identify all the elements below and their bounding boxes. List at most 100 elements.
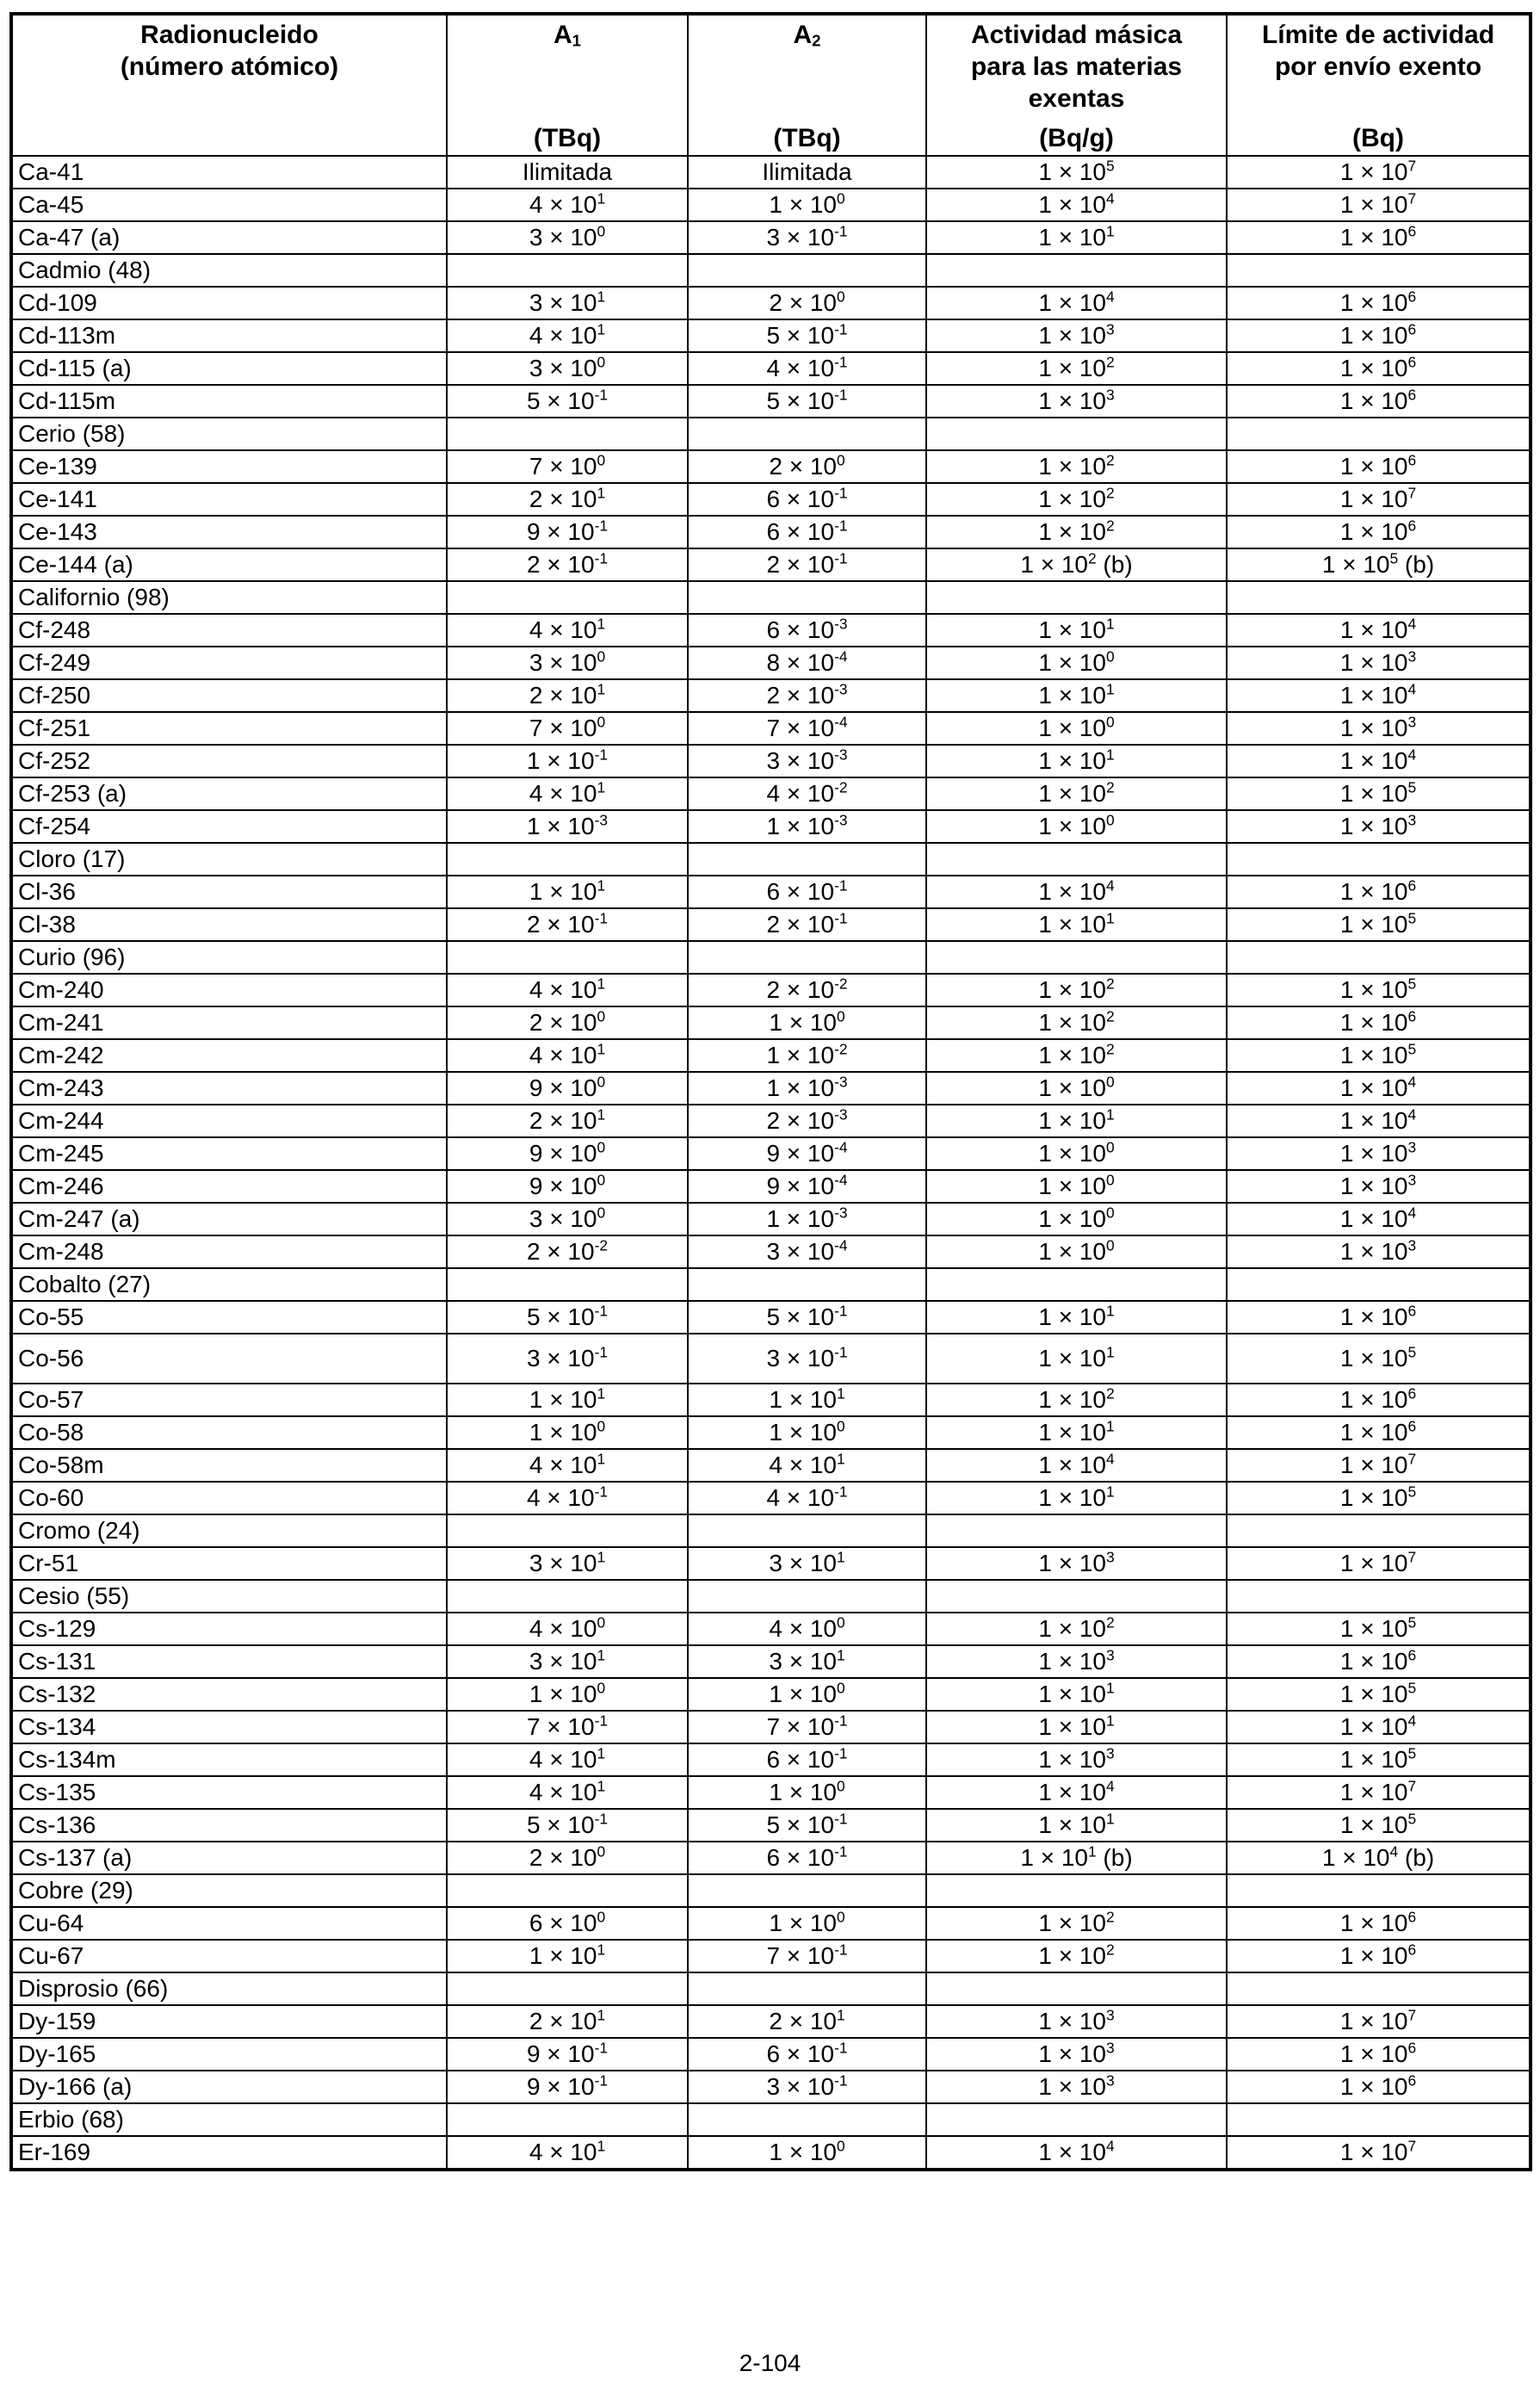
exponent: -1 bbox=[594, 1810, 609, 1828]
exponent: 0 bbox=[597, 353, 606, 371]
consignment-limit-cell: 1 × 106 bbox=[1226, 220, 1531, 255]
consignment-limit-cell: 1 × 107 bbox=[1226, 188, 1531, 222]
radionuclide-cell: Cm-248 bbox=[10, 1235, 448, 1269]
a1-cell: 3 × 101 bbox=[446, 1546, 689, 1581]
exponent: -1 bbox=[834, 1302, 848, 1320]
consignment-limit-cell bbox=[1226, 842, 1531, 876]
radionuclide-cell: Co-55 bbox=[10, 1300, 448, 1334]
table-row: Co-58m 4 × 101 4 × 101 1 × 104 1 × 107 bbox=[10, 1448, 1531, 1483]
mass-activity-cell bbox=[925, 253, 1228, 288]
mass-activity-cell: 1 × 102 bbox=[925, 449, 1228, 484]
exponent: 4 bbox=[1105, 2137, 1115, 2155]
mass-activity-cell: 1 × 102 (b) bbox=[925, 548, 1228, 582]
consignment-limit-cell: 1 × 103 bbox=[1226, 1169, 1531, 1204]
mass-activity-cell bbox=[925, 1972, 1228, 2006]
radionuclide-cell: Cr-51 bbox=[10, 1546, 448, 1581]
exponent: -1 bbox=[834, 909, 848, 927]
exponent: 0 bbox=[597, 451, 606, 469]
a2-cell: 3 × 10-4 bbox=[687, 1235, 927, 1269]
consignment-limit-cell: 1 × 107 bbox=[1226, 482, 1531, 517]
table-row: Cm-244 2 × 101 2 × 10-3 1 × 101 1 × 104 bbox=[10, 1104, 1531, 1138]
consignment-limit-cell: 1 × 106 bbox=[1226, 319, 1531, 353]
header-a1: A1 (TBq) bbox=[446, 13, 689, 157]
element-group-row: Disprosio (66) bbox=[10, 1972, 1531, 2006]
table-row: Cf-254 1 × 10-3 1 × 10-3 1 × 100 1 × 103 bbox=[10, 809, 1531, 844]
exponent: 0 bbox=[836, 1417, 845, 1435]
consignment-limit-cell: 1 × 107 bbox=[1226, 2135, 1531, 2170]
radionuclide-cell: Ce-143 bbox=[10, 515, 448, 549]
a1-cell: 2 × 100 bbox=[446, 1006, 689, 1040]
consignment-limit-cell: 1 × 104 bbox=[1226, 1104, 1531, 1138]
exponent: 1 bbox=[1105, 1679, 1115, 1697]
exponent: 6 bbox=[1407, 1007, 1417, 1025]
mass-activity-cell: 1 × 104 bbox=[925, 188, 1228, 222]
exponent: 0 bbox=[597, 1679, 606, 1697]
radionuclide-cell: Cf-253 (a) bbox=[10, 777, 448, 811]
exponent: 4 bbox=[1407, 1073, 1417, 1091]
exponent: 4 bbox=[1407, 1204, 1417, 1222]
table-row: Ca-41 Ilimitada Ilimitada 1 × 105 1 × 107 bbox=[10, 155, 1531, 189]
mass-activity-cell bbox=[925, 1579, 1228, 1613]
a2-cell: 1 × 100 bbox=[687, 1677, 927, 1712]
mass-activity-cell: 1 × 103 bbox=[925, 319, 1228, 353]
table-row: Ce-139 7 × 100 2 × 100 1 × 102 1 × 106 bbox=[10, 449, 1531, 484]
a2-cell: 6 × 10-1 bbox=[687, 1841, 927, 1875]
mass-activity-cell: 1 × 101 bbox=[925, 907, 1228, 942]
a1-cell: 4 × 10-1 bbox=[446, 1481, 689, 1515]
a2-cell: 2 × 100 bbox=[687, 449, 927, 484]
radionuclide-cell: Cromo (24) bbox=[10, 1514, 448, 1548]
mass-activity-cell: 1 × 102 bbox=[925, 1906, 1228, 1941]
exponent: 3 bbox=[1105, 1548, 1115, 1566]
element-group-row: Curio (96) bbox=[10, 940, 1531, 975]
exponent: 4 bbox=[1105, 1450, 1115, 1468]
radionuclide-cell: Co-60 bbox=[10, 1481, 448, 1515]
table-row: Dy-166 (a) 9 × 10-1 3 × 10-1 1 × 103 1 × 106 bbox=[10, 2070, 1531, 2104]
exponent: -1 bbox=[834, 222, 848, 240]
header-mass-activity-unit: (Bq/g) bbox=[1039, 124, 1114, 152]
consignment-limit-cell: 1 × 105 bbox=[1226, 1808, 1531, 1842]
mass-activity-cell: 1 × 101 bbox=[925, 1808, 1228, 1842]
a2-cell bbox=[687, 1873, 927, 1908]
consignment-limit-cell: 1 × 104 bbox=[1226, 613, 1531, 647]
radionuclide-cell: Cm-247 (a) bbox=[10, 1202, 448, 1236]
a2-cell: 5 × 10-1 bbox=[687, 384, 927, 418]
exponent: -3 bbox=[834, 1204, 848, 1222]
exponent: 0 bbox=[597, 1842, 606, 1861]
exponent: -2 bbox=[834, 778, 848, 796]
exponent: 0 bbox=[836, 1908, 845, 1926]
exponent: 2 bbox=[1105, 975, 1115, 993]
table-row: Co-60 4 × 10-1 4 × 10-1 1 × 101 1 × 105 bbox=[10, 1481, 1531, 1515]
exponent: -3 bbox=[834, 1105, 848, 1124]
exponent: 3 bbox=[1105, 1744, 1115, 1762]
exponent: 1 bbox=[597, 320, 606, 338]
exponent: -3 bbox=[834, 811, 848, 829]
mass-activity-cell: 1 × 100 bbox=[925, 1235, 1228, 1269]
a1-cell: 9 × 100 bbox=[446, 1136, 689, 1171]
header-consignment-limit-line2: por envío exento bbox=[1274, 53, 1482, 82]
consignment-limit-cell: 1 × 107 bbox=[1226, 1775, 1531, 1810]
mass-activity-cell: 1 × 101 bbox=[925, 220, 1228, 255]
exponent: -1 bbox=[594, 2039, 609, 2057]
a2-cell: 7 × 10-1 bbox=[687, 1710, 927, 1744]
header-mass-activity: Actividad másica para las materias exent… bbox=[925, 13, 1228, 157]
a1-cell: 1 × 101 bbox=[446, 1939, 689, 1973]
exponent: 2 bbox=[1105, 1040, 1115, 1058]
a1-cell: 9 × 10-1 bbox=[446, 2070, 689, 2104]
exponent: 0 bbox=[597, 1613, 606, 1632]
exponent: 1 bbox=[597, 2137, 606, 2155]
exponent: -1 bbox=[834, 1744, 848, 1762]
a2-cell bbox=[687, 1579, 927, 1613]
mass-activity-cell bbox=[925, 1873, 1228, 1908]
exponent: -1 bbox=[834, 876, 848, 895]
exponent: 2 bbox=[1105, 1613, 1115, 1632]
a1-cell: 1 × 100 bbox=[446, 1677, 689, 1712]
a2-cell: 1 × 100 bbox=[687, 1006, 927, 1040]
exponent: 0 bbox=[1105, 1204, 1115, 1222]
radionuclide-cell: Cu-67 bbox=[10, 1939, 448, 1973]
exponent: 0 bbox=[597, 1204, 606, 1222]
table-row: Dy-165 9 × 10-1 6 × 10-1 1 × 103 1 × 106 bbox=[10, 2037, 1531, 2071]
consignment-limit-cell: 1 × 103 bbox=[1226, 809, 1531, 844]
exponent: 1 bbox=[597, 778, 606, 796]
radionuclide-cell: Er-169 bbox=[10, 2135, 448, 2170]
table-row: Ca-47 (a) 3 × 100 3 × 10-1 1 × 101 1 × 106 bbox=[10, 220, 1531, 255]
